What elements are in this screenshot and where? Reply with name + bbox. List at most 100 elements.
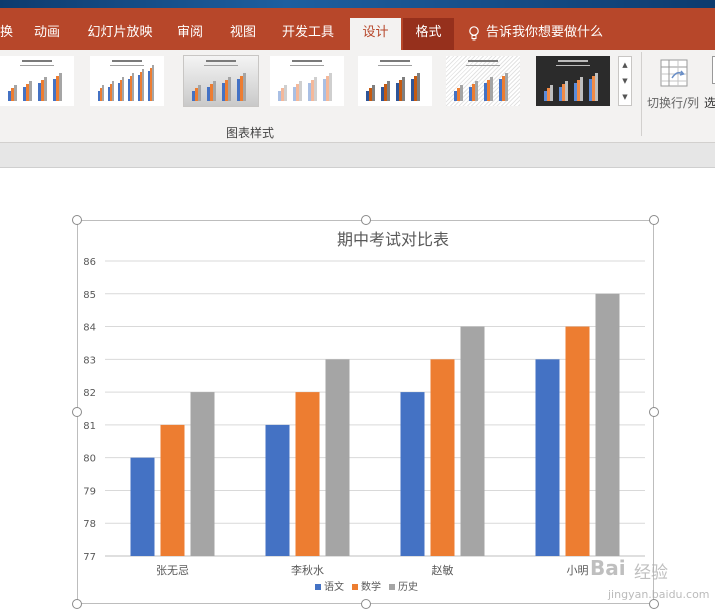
gallery-more-button[interactable]: ▼ (622, 93, 628, 101)
bar-语文 (130, 457, 155, 556)
thumbnail-bar (192, 91, 195, 101)
thumbnail-bar (118, 83, 120, 101)
thumbnail-bar (296, 84, 299, 101)
thumbnail-bar (366, 91, 369, 101)
ruler-band (0, 143, 715, 168)
legend-label: 历史 (398, 581, 418, 593)
thumbnail-bar (460, 85, 463, 101)
x-tick-label: 赵敏 (432, 563, 454, 577)
tab-transitions[interactable]: 换 (0, 25, 14, 40)
gallery-down-button[interactable]: ▼ (622, 77, 628, 85)
thumbnail-bar (23, 87, 26, 101)
thumbnail-bar (323, 79, 326, 101)
thumbnail-bar (592, 76, 595, 101)
tab-design[interactable]: 设计 (350, 18, 401, 50)
thumbnail-bar (589, 79, 592, 101)
thumbnail-bar (387, 81, 390, 101)
chart-style-thumbnail[interactable] (536, 56, 610, 106)
bar-数学 (295, 392, 320, 556)
thumbnail-bar (8, 91, 11, 101)
thumbnail-bar (547, 88, 550, 101)
tell-me-text: 告诉我你想要做什么 (486, 25, 604, 40)
legend-label: 数学 (361, 580, 381, 593)
x-tick-label: 张无忌 (156, 564, 189, 577)
thumbnail-bar (56, 76, 59, 101)
thumbnail-bar (369, 88, 372, 101)
resize-handle[interactable] (360, 215, 371, 225)
chart-area[interactable]: 期中考试对比表 77 78 79 80 81 82 83 84 85 86 张无忌 李秋水 赵敏 小明 语文 数… (77, 220, 654, 604)
chart-style-thumbnail[interactable] (358, 56, 432, 106)
thumbnail-bar (142, 69, 144, 101)
gallery-scroll[interactable]: ▲ ▼ ▼ (618, 56, 632, 106)
thumbnail-bar (326, 76, 329, 101)
thumbnail-bar (490, 77, 493, 101)
thumbnail-bar (98, 91, 100, 101)
thumbnail-bar (29, 81, 32, 101)
thumbnail-bar (475, 81, 478, 101)
thumbnail-bar (130, 76, 132, 101)
gallery-up-button[interactable]: ▲ (622, 61, 628, 69)
thumbnail-bar (562, 84, 565, 101)
thumbnail-bar (150, 68, 152, 101)
y-tick-label: 80 (83, 454, 96, 465)
resize-handle[interactable] (649, 599, 659, 609)
group-separator (641, 52, 642, 136)
chart-style-thumbnail[interactable] (90, 56, 164, 106)
tab-slideshow[interactable]: 幻灯片放映 (87, 25, 153, 40)
thumbnail-bar (213, 81, 216, 101)
tab-developer[interactable]: 开发工具 (281, 25, 334, 40)
y-tick-label: 82 (83, 388, 96, 399)
thumbnail-bar (396, 83, 399, 101)
thumbnail-bar (454, 91, 457, 101)
thumbnail-bar (457, 88, 460, 101)
y-tick-label: 83 (83, 355, 96, 366)
thumbnail-bar (502, 76, 505, 101)
switch-row-column-button[interactable]: 切换行/列 (645, 56, 715, 116)
chart-style-thumbnail[interactable] (0, 56, 74, 106)
thumbnail-bar (110, 84, 112, 101)
thumbnail-bar (225, 80, 228, 101)
legend-swatch (352, 584, 358, 590)
thumbnail-title (380, 60, 410, 62)
thumbnail-bar (469, 87, 472, 101)
thumbnail-title (22, 60, 52, 62)
thumbnail-bar (595, 73, 598, 101)
resize-handle[interactable] (72, 599, 82, 609)
thumbnail-bar (228, 77, 231, 101)
thumbnail-legend (20, 65, 54, 66)
thumbnail-legend (204, 65, 238, 66)
chart-style-thumbnail[interactable] (183, 55, 259, 107)
thumbnail-bar (120, 80, 122, 101)
thumbnail-bar (240, 76, 243, 101)
tab-review[interactable]: 审阅 (176, 25, 203, 40)
thumbnail-bar (487, 80, 490, 101)
chart-style-thumbnail[interactable] (446, 56, 520, 106)
thumbnail-bar (128, 79, 130, 101)
resize-handle[interactable] (72, 407, 82, 417)
resize-handle[interactable] (649, 215, 659, 225)
thumbnail-bar (308, 83, 311, 101)
thumbnail-bar (372, 85, 375, 101)
thumbnail-bar (484, 83, 487, 101)
resize-handle[interactable] (649, 407, 659, 417)
thumbnail-bar (237, 79, 240, 101)
bar-历史 (595, 293, 620, 556)
y-tick-label: 78 (83, 519, 96, 530)
chart-style-thumbnail[interactable] (270, 56, 344, 106)
tell-me-search[interactable]: 告诉我你想要做什么 (468, 18, 603, 50)
select-data-button[interactable]: 选 (704, 96, 715, 110)
bar-数学 (160, 424, 185, 556)
bar-数学 (565, 326, 590, 556)
thumbnail-bar (41, 80, 44, 101)
tab-view[interactable]: 视图 (229, 25, 256, 40)
tab-format[interactable]: 格式 (403, 18, 454, 50)
thumbnail-bar (550, 85, 553, 101)
resize-handle[interactable] (360, 599, 371, 609)
resize-handle[interactable] (72, 215, 82, 225)
thumbnail-bar (112, 81, 114, 101)
thumbnail-title (468, 60, 498, 62)
legend-swatch (389, 584, 395, 590)
tab-animations[interactable]: 动画 (33, 25, 60, 40)
thumbnail-bar (59, 73, 62, 101)
